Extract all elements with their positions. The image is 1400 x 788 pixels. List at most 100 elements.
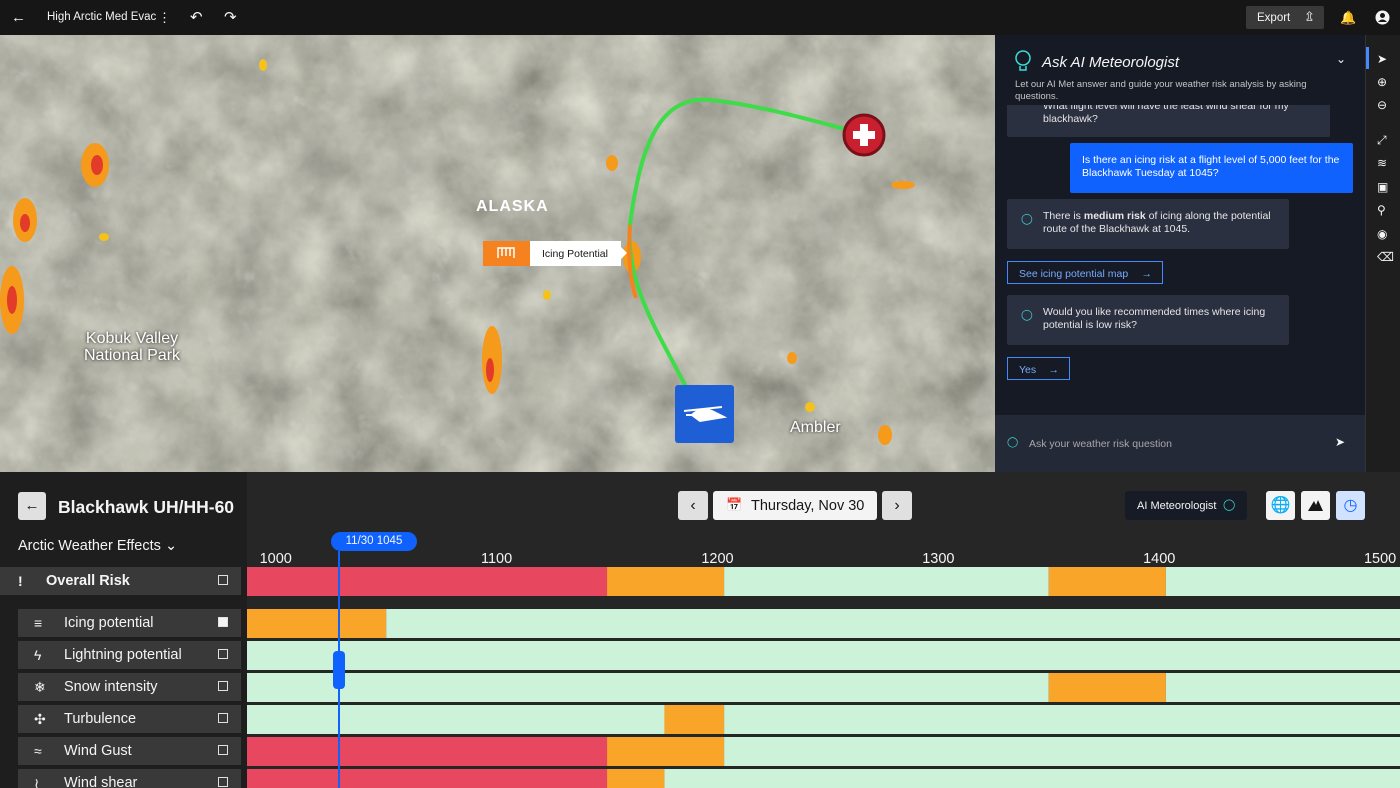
globe-view-button[interactable]: 🌐 bbox=[1266, 491, 1295, 520]
message-text: Is there an icing risk at a flight level… bbox=[1082, 154, 1340, 179]
back-button[interactable]: ← bbox=[11, 9, 26, 26]
row-icon: ϟ bbox=[34, 647, 42, 663]
message-text: There is bbox=[1043, 210, 1084, 222]
ai-icon bbox=[1015, 50, 1031, 71]
risk-segment bbox=[1048, 567, 1166, 596]
bot-message: There is medium risk of icing along the … bbox=[1007, 199, 1289, 249]
erase-tool[interactable]: ⌫ bbox=[1377, 250, 1394, 264]
time-cursor-label[interactable]: 11/30 1045 bbox=[331, 532, 417, 551]
row-checkbox[interactable] bbox=[218, 681, 228, 691]
aircraft-title: Blackhawk UH/HH-60 bbox=[58, 497, 235, 517]
icing-route-segment bbox=[627, 224, 638, 299]
chevron-icon: ⌄ bbox=[164, 538, 178, 554]
chat-title: Ask AI Meteorologist bbox=[1042, 54, 1179, 71]
risk-segment bbox=[247, 737, 608, 766]
flight-route bbox=[627, 97, 861, 388]
profile-view-button[interactable] bbox=[1301, 491, 1330, 520]
palette-tool[interactable]: ◉ bbox=[1377, 227, 1388, 241]
next-day-button[interactable]: › bbox=[882, 491, 912, 520]
redo-button[interactable]: ↷ bbox=[224, 9, 237, 26]
row-label: Icing potential bbox=[64, 615, 154, 631]
arrow-icon: → bbox=[1141, 268, 1153, 280]
icing-callout-label: Icing Potential bbox=[542, 248, 608, 260]
calendar-icon: 📅 bbox=[726, 497, 743, 512]
map-toolbar: ➤ ⊕ ⊖ ⤢ ≋ ▣ ⚲ ◉ ⌫ bbox=[1365, 35, 1400, 472]
hospital-marker[interactable] bbox=[842, 113, 886, 157]
risk-segment bbox=[247, 609, 387, 638]
row-label: Wind shear bbox=[64, 775, 138, 788]
risk-row[interactable]: ≡ Icing potential bbox=[18, 609, 241, 637]
risk-segment bbox=[386, 609, 1400, 638]
row-checkbox[interactable] bbox=[218, 713, 228, 723]
row-checkbox[interactable] bbox=[218, 575, 228, 585]
notifications-button[interactable]: 🔔 bbox=[1340, 10, 1357, 25]
row-icon: ≡ bbox=[34, 615, 43, 631]
icing-callout[interactable] bbox=[483, 241, 627, 266]
back-button[interactable]: ← bbox=[18, 492, 46, 520]
chat-subtitle: Let our AI Met answer and guide your wea… bbox=[1015, 79, 1307, 102]
risk-row[interactable]: ✣ Turbulence bbox=[18, 705, 241, 733]
row-label: Lightning potential bbox=[64, 647, 182, 663]
date-label: Thursday, Nov 30 bbox=[751, 498, 865, 514]
ai-icon: ◯ bbox=[1223, 499, 1236, 511]
previous-day-button[interactable]: ‹ bbox=[678, 491, 708, 520]
row-checkbox[interactable] bbox=[218, 649, 228, 659]
select-tool[interactable]: ➤ bbox=[1377, 52, 1388, 66]
ai-button-label: AI Meteorologist bbox=[1137, 500, 1217, 512]
risk-segment bbox=[664, 705, 725, 734]
menu-button[interactable]: ⋮ bbox=[158, 10, 171, 25]
route-tool[interactable]: ⤢ bbox=[1377, 133, 1387, 147]
action-label: Yes bbox=[1019, 364, 1037, 376]
risk-row[interactable]: ≀ Wind shear bbox=[18, 769, 241, 788]
row-label: Wind Gust bbox=[64, 743, 132, 759]
risk-row[interactable]: ! Overall Risk bbox=[0, 567, 241, 595]
helicopter-marker[interactable] bbox=[675, 385, 734, 443]
message-text: of icing along the potential route of th… bbox=[1043, 210, 1271, 235]
zoom-out-tool[interactable]: ⊖ bbox=[1377, 98, 1388, 112]
date-picker[interactable]: 📅 Thursday, Nov 30 bbox=[713, 491, 877, 520]
message-text: What flight level will have the least wi… bbox=[1043, 105, 1289, 125]
layer-tool[interactable]: ≋ bbox=[1377, 156, 1388, 170]
send-button[interactable]: ➤ bbox=[1335, 435, 1346, 449]
timeline-view-button[interactable]: ◷ bbox=[1336, 491, 1365, 520]
row-checkbox[interactable] bbox=[218, 777, 228, 787]
ai-icon: ◯ bbox=[1007, 437, 1019, 448]
risk-segment bbox=[1165, 567, 1400, 596]
risk-segment bbox=[724, 737, 1400, 766]
risk-row[interactable]: ❄ Snow intensity bbox=[18, 673, 241, 701]
area-tool[interactable]: ▣ bbox=[1377, 180, 1389, 194]
risk-row[interactable]: ≈ Wind Gust bbox=[18, 737, 241, 765]
project-title: High Arctic Med Evac bbox=[47, 11, 157, 23]
search-tool[interactable]: ⚲ bbox=[1377, 203, 1386, 217]
risk-segment bbox=[607, 737, 725, 766]
zoom-in-tool[interactable]: ⊕ bbox=[1377, 75, 1388, 89]
export-button[interactable]: Export ⇫ bbox=[1246, 6, 1324, 29]
collapse-button[interactable]: ⌄ bbox=[1336, 52, 1347, 66]
row-label: Snow intensity bbox=[64, 679, 158, 695]
action-button[interactable]: See icing potential map → bbox=[1007, 261, 1163, 284]
time-cursor-handle bbox=[333, 651, 345, 689]
chat-input[interactable]: ◯ Ask your weather risk question ➤ bbox=[995, 415, 1365, 472]
ai-meteorologist-button[interactable]: AI Meteorologist ◯ bbox=[1125, 491, 1247, 520]
x-tick-label: 1400 bbox=[1143, 551, 1175, 567]
row-checkbox[interactable] bbox=[218, 745, 228, 755]
group-dropdown[interactable]: Arctic Weather Effects ⌄ bbox=[18, 538, 177, 554]
row-icon: ✣ bbox=[34, 711, 46, 727]
map[interactable] bbox=[0, 35, 995, 472]
export-icon: ⇫ bbox=[1304, 9, 1315, 24]
row-icon: ❄ bbox=[34, 679, 46, 695]
user-button[interactable] bbox=[1375, 10, 1390, 25]
action-button[interactable]: Yes → bbox=[1007, 357, 1070, 380]
place-label: Kobuk Valley National Park bbox=[83, 330, 181, 364]
risk-row[interactable]: ϟ Lightning potential bbox=[18, 641, 241, 669]
risk-segment bbox=[724, 705, 1400, 734]
profile-icon bbox=[1308, 500, 1323, 511]
arrow-icon: → bbox=[1048, 364, 1060, 376]
risk-segment bbox=[247, 769, 608, 788]
row-checkbox[interactable] bbox=[218, 617, 228, 627]
x-tick-label: 1500 bbox=[1364, 551, 1396, 567]
undo-button[interactable]: ↶ bbox=[190, 9, 203, 26]
place-label: Ambler bbox=[790, 419, 841, 436]
